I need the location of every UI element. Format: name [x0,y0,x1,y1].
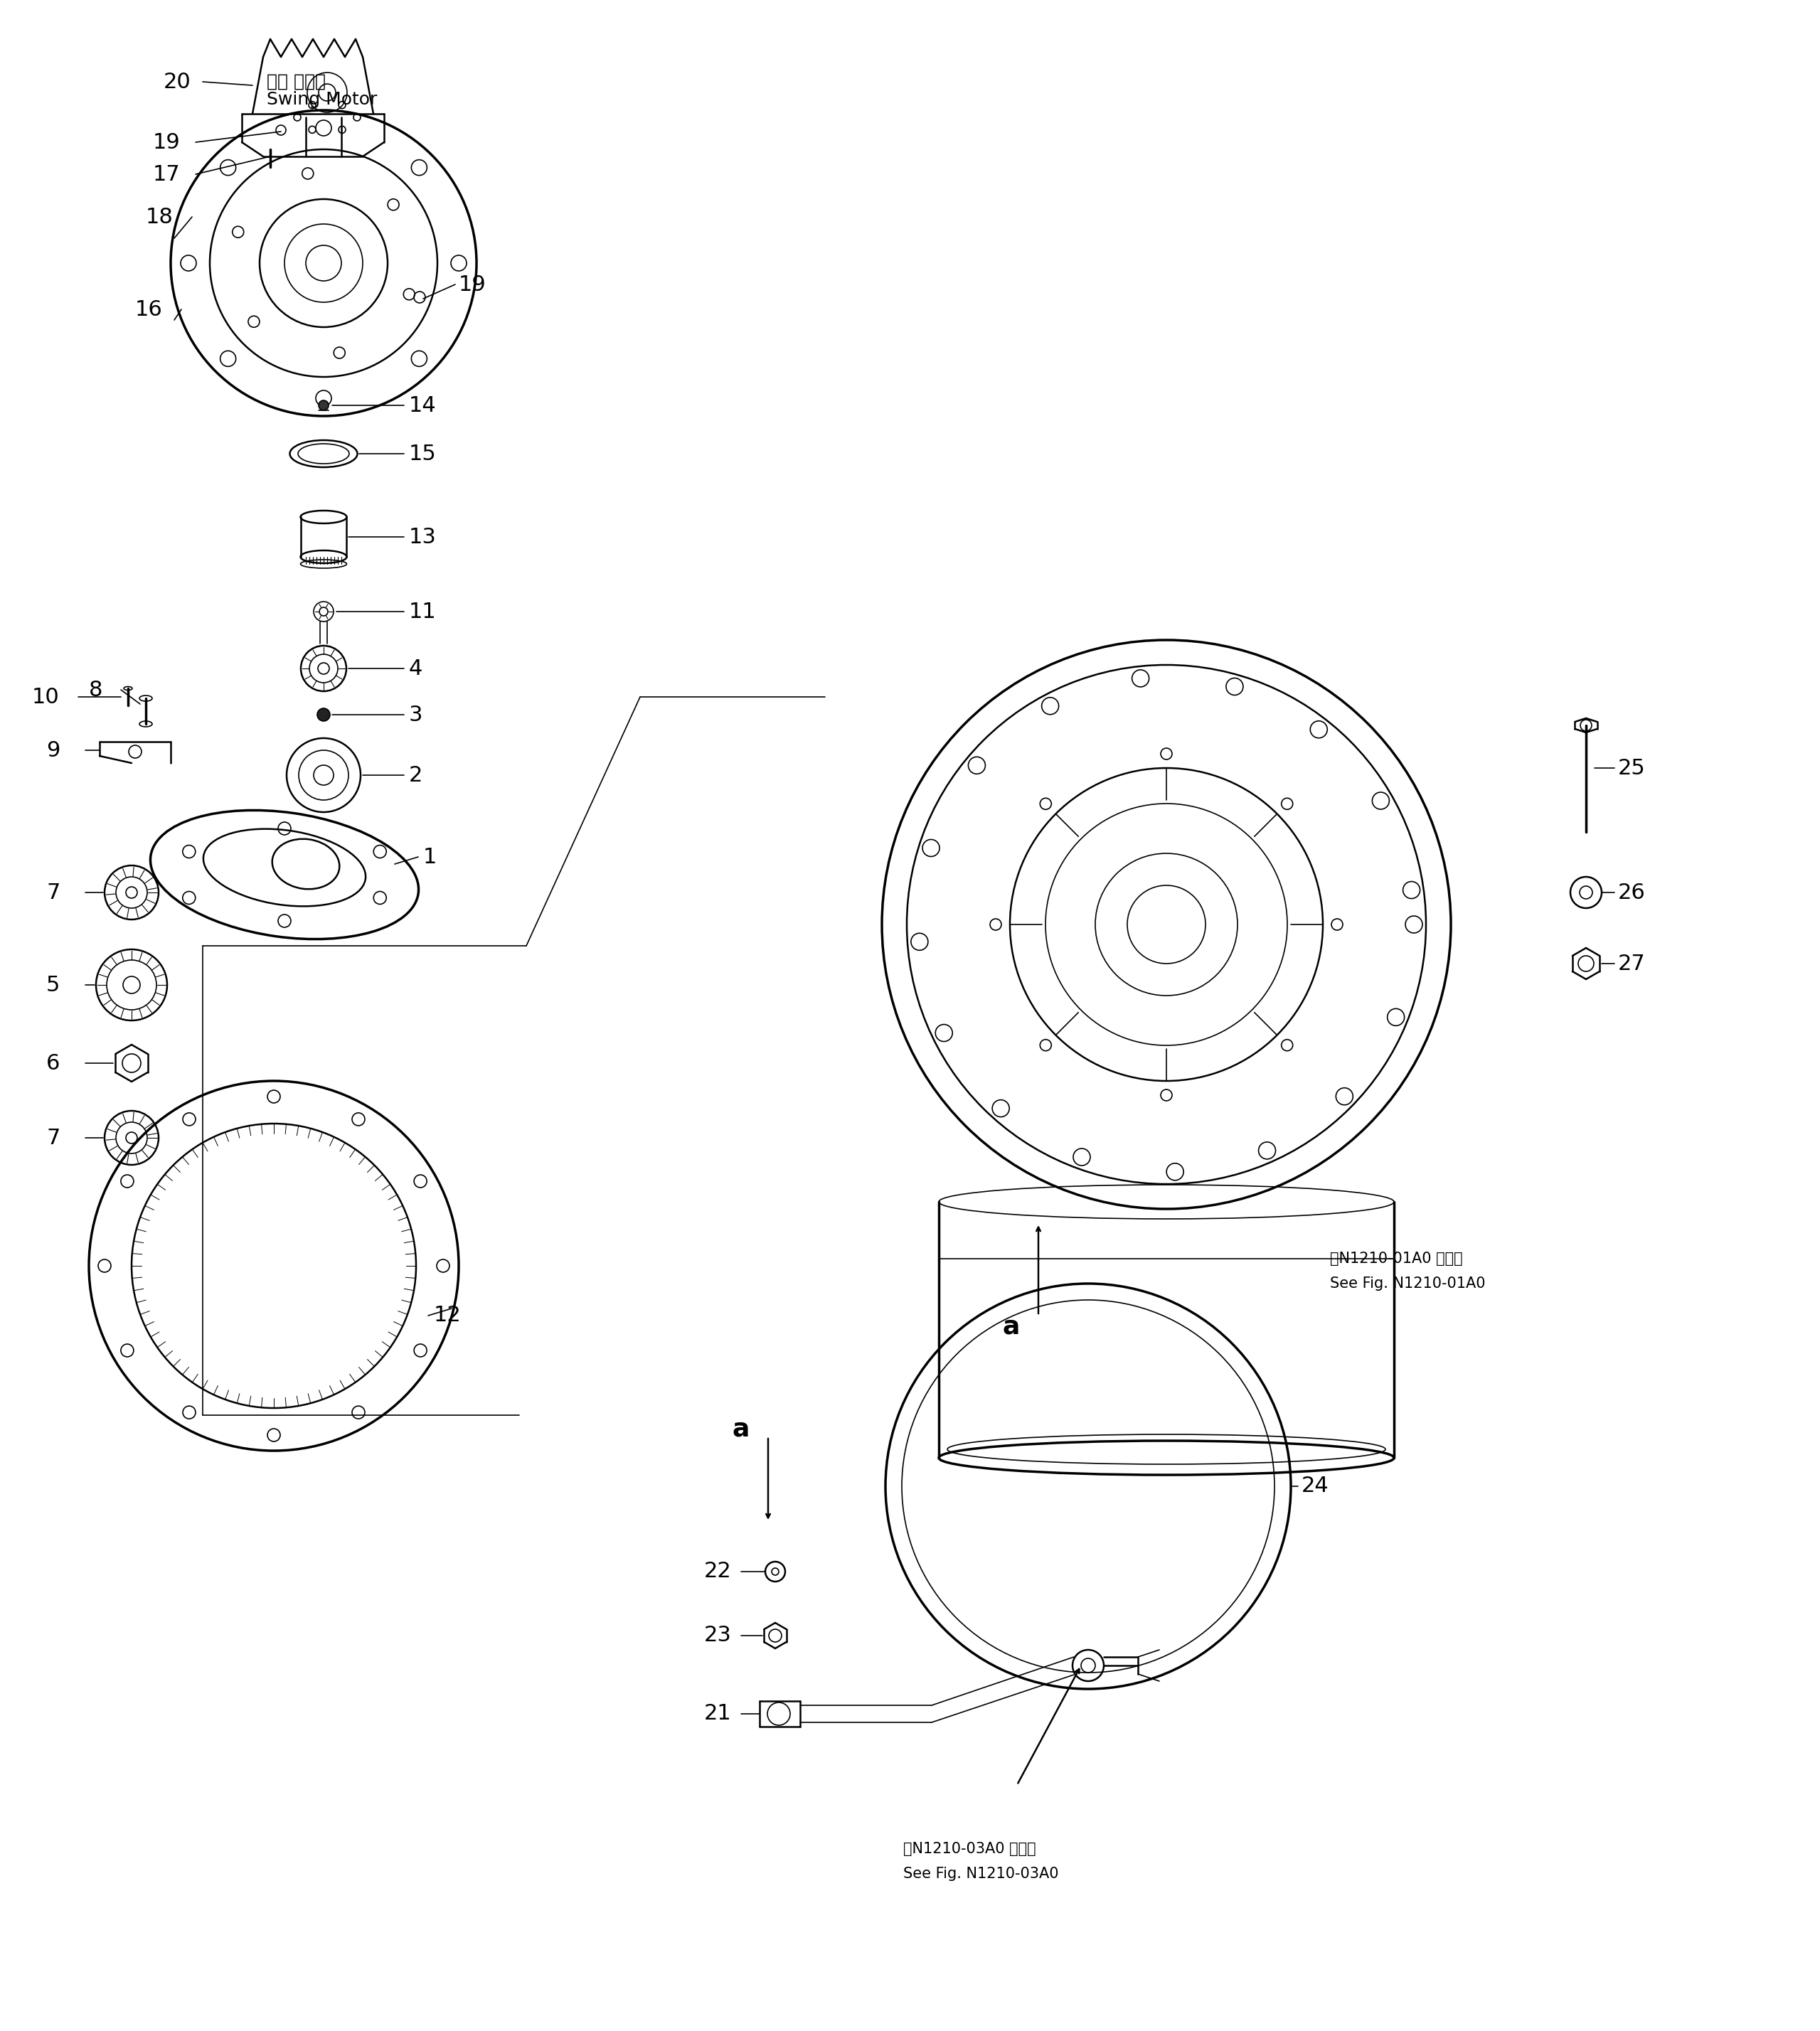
Text: 第N1210-01A0 図参照: 第N1210-01A0 図参照 [1330,1251,1463,1265]
Text: 19: 19 [153,132,180,152]
Text: 5: 5 [46,975,60,995]
Text: 15: 15 [410,443,437,463]
Text: 18: 18 [146,207,173,227]
Text: 6: 6 [46,1052,60,1074]
Text: a: a [733,1418,750,1442]
Text: 16: 16 [135,299,162,319]
Text: 21: 21 [704,1704,732,1724]
Text: 19: 19 [459,274,486,294]
Text: 17: 17 [153,165,180,185]
Text: 旋回 モータ: 旋回 モータ [268,73,326,89]
Text: 13: 13 [410,526,437,546]
Text: 25: 25 [1618,758,1645,778]
Text: 2: 2 [410,766,422,786]
Text: 1: 1 [424,847,437,867]
Text: a: a [1003,1314,1021,1338]
Text: 26: 26 [1618,881,1645,904]
Text: 第N1210-03A0 図参照: 第N1210-03A0 図参照 [903,1842,1036,1856]
Text: 23: 23 [704,1625,732,1645]
Text: See Fig. N1210-03A0: See Fig. N1210-03A0 [903,1866,1059,1881]
Text: 11: 11 [410,601,437,621]
Circle shape [317,709,329,721]
Text: See Fig. N1210-01A0: See Fig. N1210-01A0 [1330,1277,1485,1292]
Text: 7: 7 [46,881,60,904]
Text: 10: 10 [33,686,60,707]
Text: 4: 4 [410,658,422,678]
Text: 24: 24 [1301,1477,1329,1497]
Text: 20: 20 [164,71,191,91]
Text: 22: 22 [704,1562,732,1582]
Text: 3: 3 [410,705,422,725]
Text: 9: 9 [46,739,60,760]
Circle shape [318,400,329,410]
Text: 7: 7 [46,1127,60,1148]
Text: Swing Motor: Swing Motor [268,91,377,108]
Text: 8: 8 [89,680,102,701]
Text: 14: 14 [410,396,437,416]
Text: 27: 27 [1618,953,1645,975]
Text: 12: 12 [433,1306,462,1326]
